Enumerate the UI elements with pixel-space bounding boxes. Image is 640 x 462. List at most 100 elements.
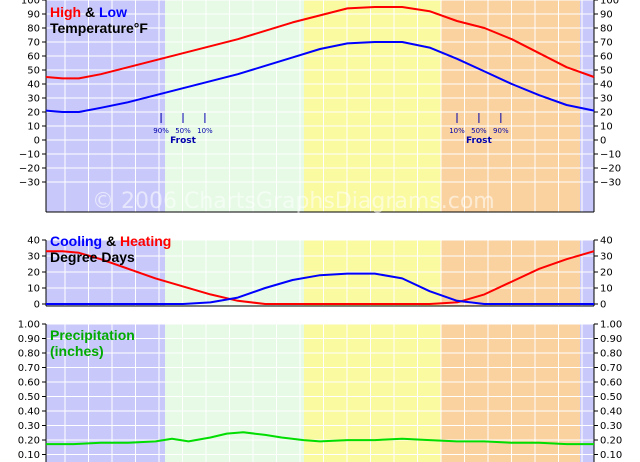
y-tick-label-left: 40 [27,236,40,247]
y-tick-label-right: 0.20 [600,436,622,447]
season-band-spring [165,240,304,306]
y-tick-label-right: 100 [600,0,619,7]
season-band-autumn [441,0,580,212]
y-tick-label-right: 0.70 [600,363,622,374]
y-tick-label-left: 0.90 [18,334,40,345]
y-tick-label-right: 0.50 [600,392,622,403]
y-tick-label-right: 0.90 [600,334,622,345]
y-tick-label-left: 0.60 [18,378,40,389]
season-band-autumn [441,240,580,306]
degree-days-panel: 40 40 30 30 20 20 10 10 0 0 Cooling & HeatingDegre… [27,233,612,311]
y-tick-label-left: −30 [19,178,40,189]
y-tick-label-left: 10 [27,284,40,295]
y-tick-label-right: 20 [600,268,613,279]
y-tick-label-left: 20 [27,108,40,119]
precipitation-panel: 1.00 1.00 0.90 0.90 0.80 0.80 0.70 0.70 0.60 0.60… [18,320,622,462]
y-tick-label-left: 30 [27,94,40,105]
y-tick-label-right: 60 [600,52,613,63]
panel-title: Precipitation [50,327,135,343]
frost-probability-label: 50% [175,127,191,135]
frost-caption: Frost [170,136,197,146]
season-band-winter [46,324,165,462]
y-tick-label-right: 70 [600,38,613,49]
panel-title-part: & [102,233,120,249]
panel-title-line2: Degree Days [50,249,135,265]
y-tick-label-right: 0.40 [600,407,622,418]
chart-panels: 1101101001009090808070706060505040403030… [18,0,622,462]
season-band-spring [165,324,304,462]
panel-title-part: Heating [120,233,171,249]
y-tick-label-left: 0.80 [18,349,40,360]
y-tick-label-right: 0 [600,300,606,311]
y-tick-label-left: 10 [27,122,40,133]
panel-title-part: Low [99,4,127,20]
y-tick-label-right: 1.00 [600,320,622,331]
y-tick-label-left: 60 [27,52,40,63]
frost-annotation-fall: 10% 50% 90%Frost [449,113,509,146]
y-tick-label-right: 80 [600,24,613,35]
frost-probability-label: 10% [449,127,465,135]
series-line-high [45,6,595,80]
y-tick-label-left: 90 [27,10,40,21]
y-tick-label-right: 0.10 [600,450,622,461]
season-band-winter-end [580,0,594,212]
y-tick-label-right: −30 [600,178,621,189]
y-tick-label-left: 0.20 [18,436,40,447]
y-tick-label-right: 40 [600,80,613,91]
y-tick-label-left: 40 [27,80,40,91]
panel-title-part: Precipitation [50,327,135,343]
y-tick-label-right: 50 [600,66,613,77]
frost-probability-label: 50% [471,127,487,135]
panel-title: High & Low [50,4,127,20]
y-tick-label-left: 0.30 [18,421,40,432]
panel-title-line2: Temperature°F [50,20,148,36]
y-tick-label-right: 0.30 [600,421,622,432]
y-tick-label-left: 20 [27,268,40,279]
y-tick-label-left: 50 [27,66,40,77]
y-tick-label-right: 20 [600,108,613,119]
series-line-heating [46,250,595,305]
y-tick-label-right: 0 [600,136,606,147]
frost-probability-label: 90% [493,127,509,135]
y-tick-label-left: −10 [19,150,40,161]
y-tick-label-right: −20 [600,164,621,175]
y-tick-label-right: 0.60 [600,378,622,389]
y-tick-label-left: 80 [27,24,40,35]
panel-title-line2: (inches) [50,343,104,359]
season-band-summer [304,0,441,212]
y-tick-label-right: 30 [600,252,613,263]
frost-probability-label: 10% [197,127,213,135]
panel-title-part: High [50,4,81,20]
season-band-winter-end [580,324,594,462]
panel-title-part: & [81,4,99,20]
frost-probability-label: 90% [153,127,169,135]
y-tick-label-right: 30 [600,94,613,105]
y-tick-label-right: −10 [600,150,621,161]
panel-title-part: Cooling [50,233,102,249]
panel-title: Cooling & Heating [50,233,171,249]
y-tick-label-left: 0 [34,300,40,311]
frost-caption: Frost [466,136,493,146]
y-tick-label-left: 30 [27,252,40,263]
y-tick-label-left: 0 [34,136,40,147]
temperature-panel: 1101101001009090808070706060505040403030… [19,0,621,213]
y-tick-label-right: 0.80 [600,349,622,360]
season-band-spring [165,0,304,212]
watermark-text: © 2006 ChartsGraphsDiagrams.com [92,189,495,214]
y-tick-label-right: 10 [600,122,613,133]
y-tick-label-left: −20 [19,164,40,175]
y-tick-label-left: 1.00 [18,320,40,331]
y-tick-label-left: 0.40 [18,407,40,418]
y-tick-label-left: 0.70 [18,363,40,374]
y-tick-label-right: 40 [600,236,613,247]
series-line-cooling [46,272,594,305]
frost-annotation-spring: 90% 50% 10%Frost [153,113,213,146]
y-tick-label-right: 10 [600,284,613,295]
series-line-low [45,41,595,113]
y-tick-label-left: 0.10 [18,450,40,461]
y-tick-label-right: 90 [600,10,613,21]
y-tick-label-left: 100 [21,0,40,7]
y-tick-label-left: 70 [27,38,40,49]
y-tick-label-left: 0.50 [18,392,40,403]
